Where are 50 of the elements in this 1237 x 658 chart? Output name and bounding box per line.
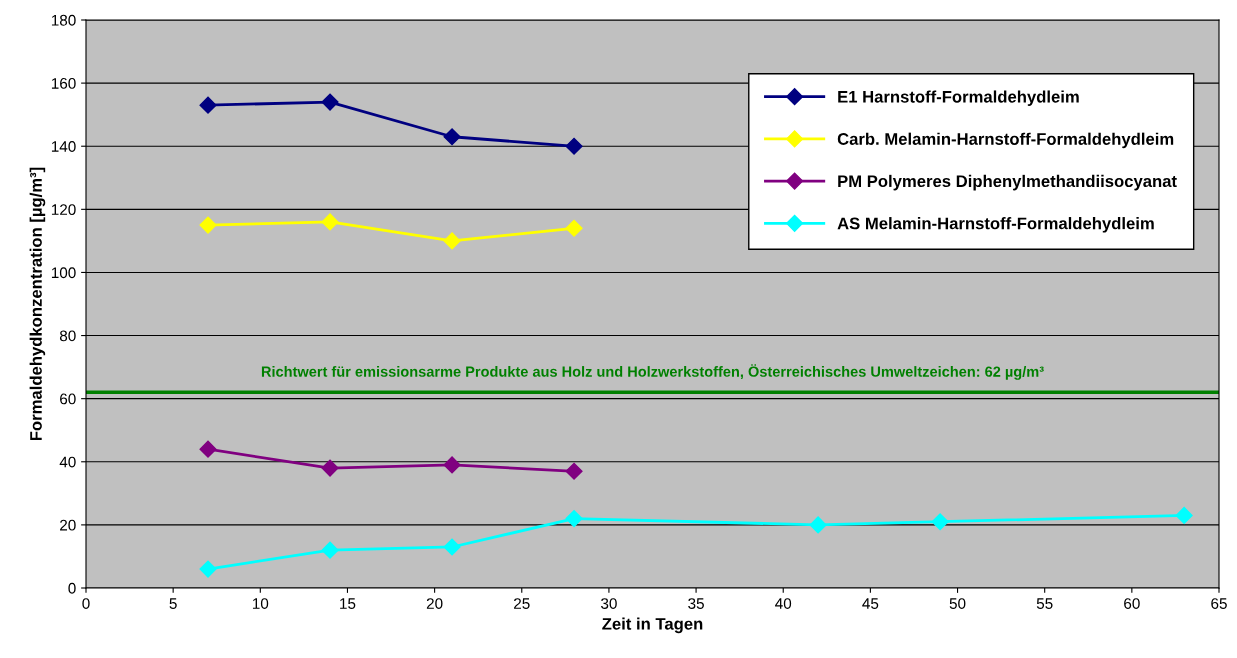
x-tick-label: 30: [601, 598, 617, 609]
point: [443, 128, 461, 146]
y-tick-label: 140: [51, 141, 76, 152]
y-tick-label: 40: [59, 456, 76, 468]
point: [443, 232, 461, 250]
x-tick-label: 65: [1211, 598, 1227, 609]
x-tick-label: 40: [775, 598, 792, 609]
legend-label: Carb. Melamin-Harnstoff-Formaldehydleim: [837, 132, 1174, 149]
point: [321, 459, 339, 477]
y-tick-label: 20: [60, 519, 76, 531]
point: [931, 513, 949, 531]
x-tick-label: 35: [688, 598, 704, 609]
x-tick-label: 60: [1124, 598, 1140, 609]
legend-label: AS Melamin-Harnstoff-Formaldehydleim: [837, 217, 1154, 233]
y-tick-label: 60: [60, 393, 76, 405]
x-tick-label: 15: [340, 598, 356, 609]
x-tick-label: 20: [426, 598, 443, 609]
point: [565, 462, 583, 480]
y-tick-label: 180: [51, 14, 76, 26]
point: [321, 541, 339, 559]
point: [199, 96, 217, 114]
y-tick-label: 120: [51, 204, 76, 216]
x-tick-label: 25: [514, 598, 530, 609]
x-tick-label: 10: [252, 598, 269, 609]
legend-label: E1 Harnstoff-Formaldehydleim: [838, 90, 1079, 106]
x-tick-label: 0: [82, 598, 90, 609]
point: [565, 219, 583, 237]
legend-label: PM Polymeres Diphenylmethandiisocyanat: [838, 174, 1177, 191]
point: [565, 510, 583, 528]
y-axis-title: Formaldehydkonzentration [µg/m³]: [29, 167, 46, 441]
x-axis-title: Zeit in Tagen: [602, 617, 703, 634]
x-tick-label: 45: [862, 598, 879, 609]
y-tick-label: 80: [59, 330, 76, 342]
point: [809, 516, 827, 534]
x-tick-label: 5: [169, 598, 177, 609]
y-tick-label: 100: [51, 267, 76, 279]
point: [1175, 506, 1193, 524]
point: [321, 213, 339, 231]
point: [199, 216, 217, 234]
point: [443, 456, 461, 474]
y-tick-label: 0: [68, 582, 76, 594]
x-tick-label: 55: [1036, 598, 1053, 609]
point: [565, 137, 583, 155]
point: [199, 560, 217, 578]
point: [199, 440, 217, 458]
y-tick-label: 160: [51, 77, 76, 89]
x-tick-label: 50: [949, 598, 966, 609]
ref-line-label: Richtwert für emissionsarme Produkte aus Holz und Holzwerkstoffen, Österreichisches Umweltzeichen: 62 µg/m³: [261, 364, 1044, 380]
point: [321, 93, 339, 111]
point: [443, 538, 461, 556]
